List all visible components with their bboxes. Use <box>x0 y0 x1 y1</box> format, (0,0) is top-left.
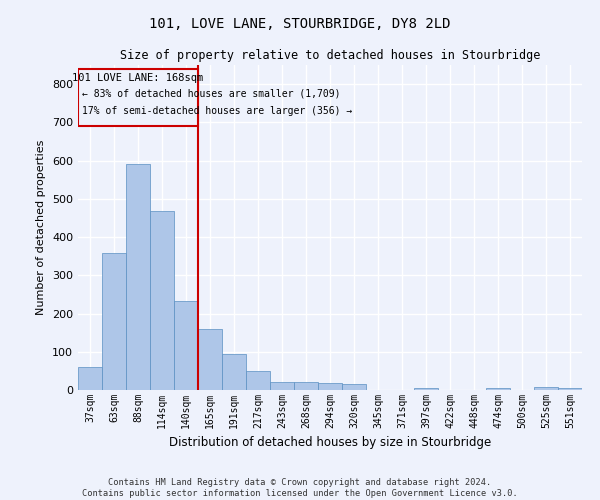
Y-axis label: Number of detached properties: Number of detached properties <box>37 140 46 315</box>
Bar <box>175 302 197 390</box>
Text: ← 83% of detached houses are smaller (1,709): ← 83% of detached houses are smaller (1,… <box>82 88 340 99</box>
Bar <box>78 69 198 126</box>
Bar <box>415 388 437 390</box>
Bar <box>271 382 293 390</box>
Text: 101 LOVE LANE: 168sqm: 101 LOVE LANE: 168sqm <box>73 74 203 84</box>
Bar <box>487 388 509 390</box>
Bar <box>223 354 245 390</box>
Bar <box>343 384 365 390</box>
Text: 101, LOVE LANE, STOURBRIDGE, DY8 2LD: 101, LOVE LANE, STOURBRIDGE, DY8 2LD <box>149 18 451 32</box>
Text: Contains HM Land Registry data © Crown copyright and database right 2024.
Contai: Contains HM Land Registry data © Crown c… <box>82 478 518 498</box>
Bar <box>247 371 269 390</box>
X-axis label: Distribution of detached houses by size in Stourbridge: Distribution of detached houses by size … <box>169 436 491 450</box>
Bar <box>79 367 101 390</box>
Bar <box>199 329 221 390</box>
Bar <box>535 387 557 390</box>
Text: 17% of semi-detached houses are larger (356) →: 17% of semi-detached houses are larger (… <box>82 106 352 117</box>
Bar <box>103 253 125 390</box>
Bar <box>295 382 317 390</box>
Bar <box>559 388 581 390</box>
Bar <box>319 383 341 390</box>
Bar <box>127 164 149 390</box>
Bar <box>151 211 173 390</box>
Title: Size of property relative to detached houses in Stourbridge: Size of property relative to detached ho… <box>120 50 540 62</box>
